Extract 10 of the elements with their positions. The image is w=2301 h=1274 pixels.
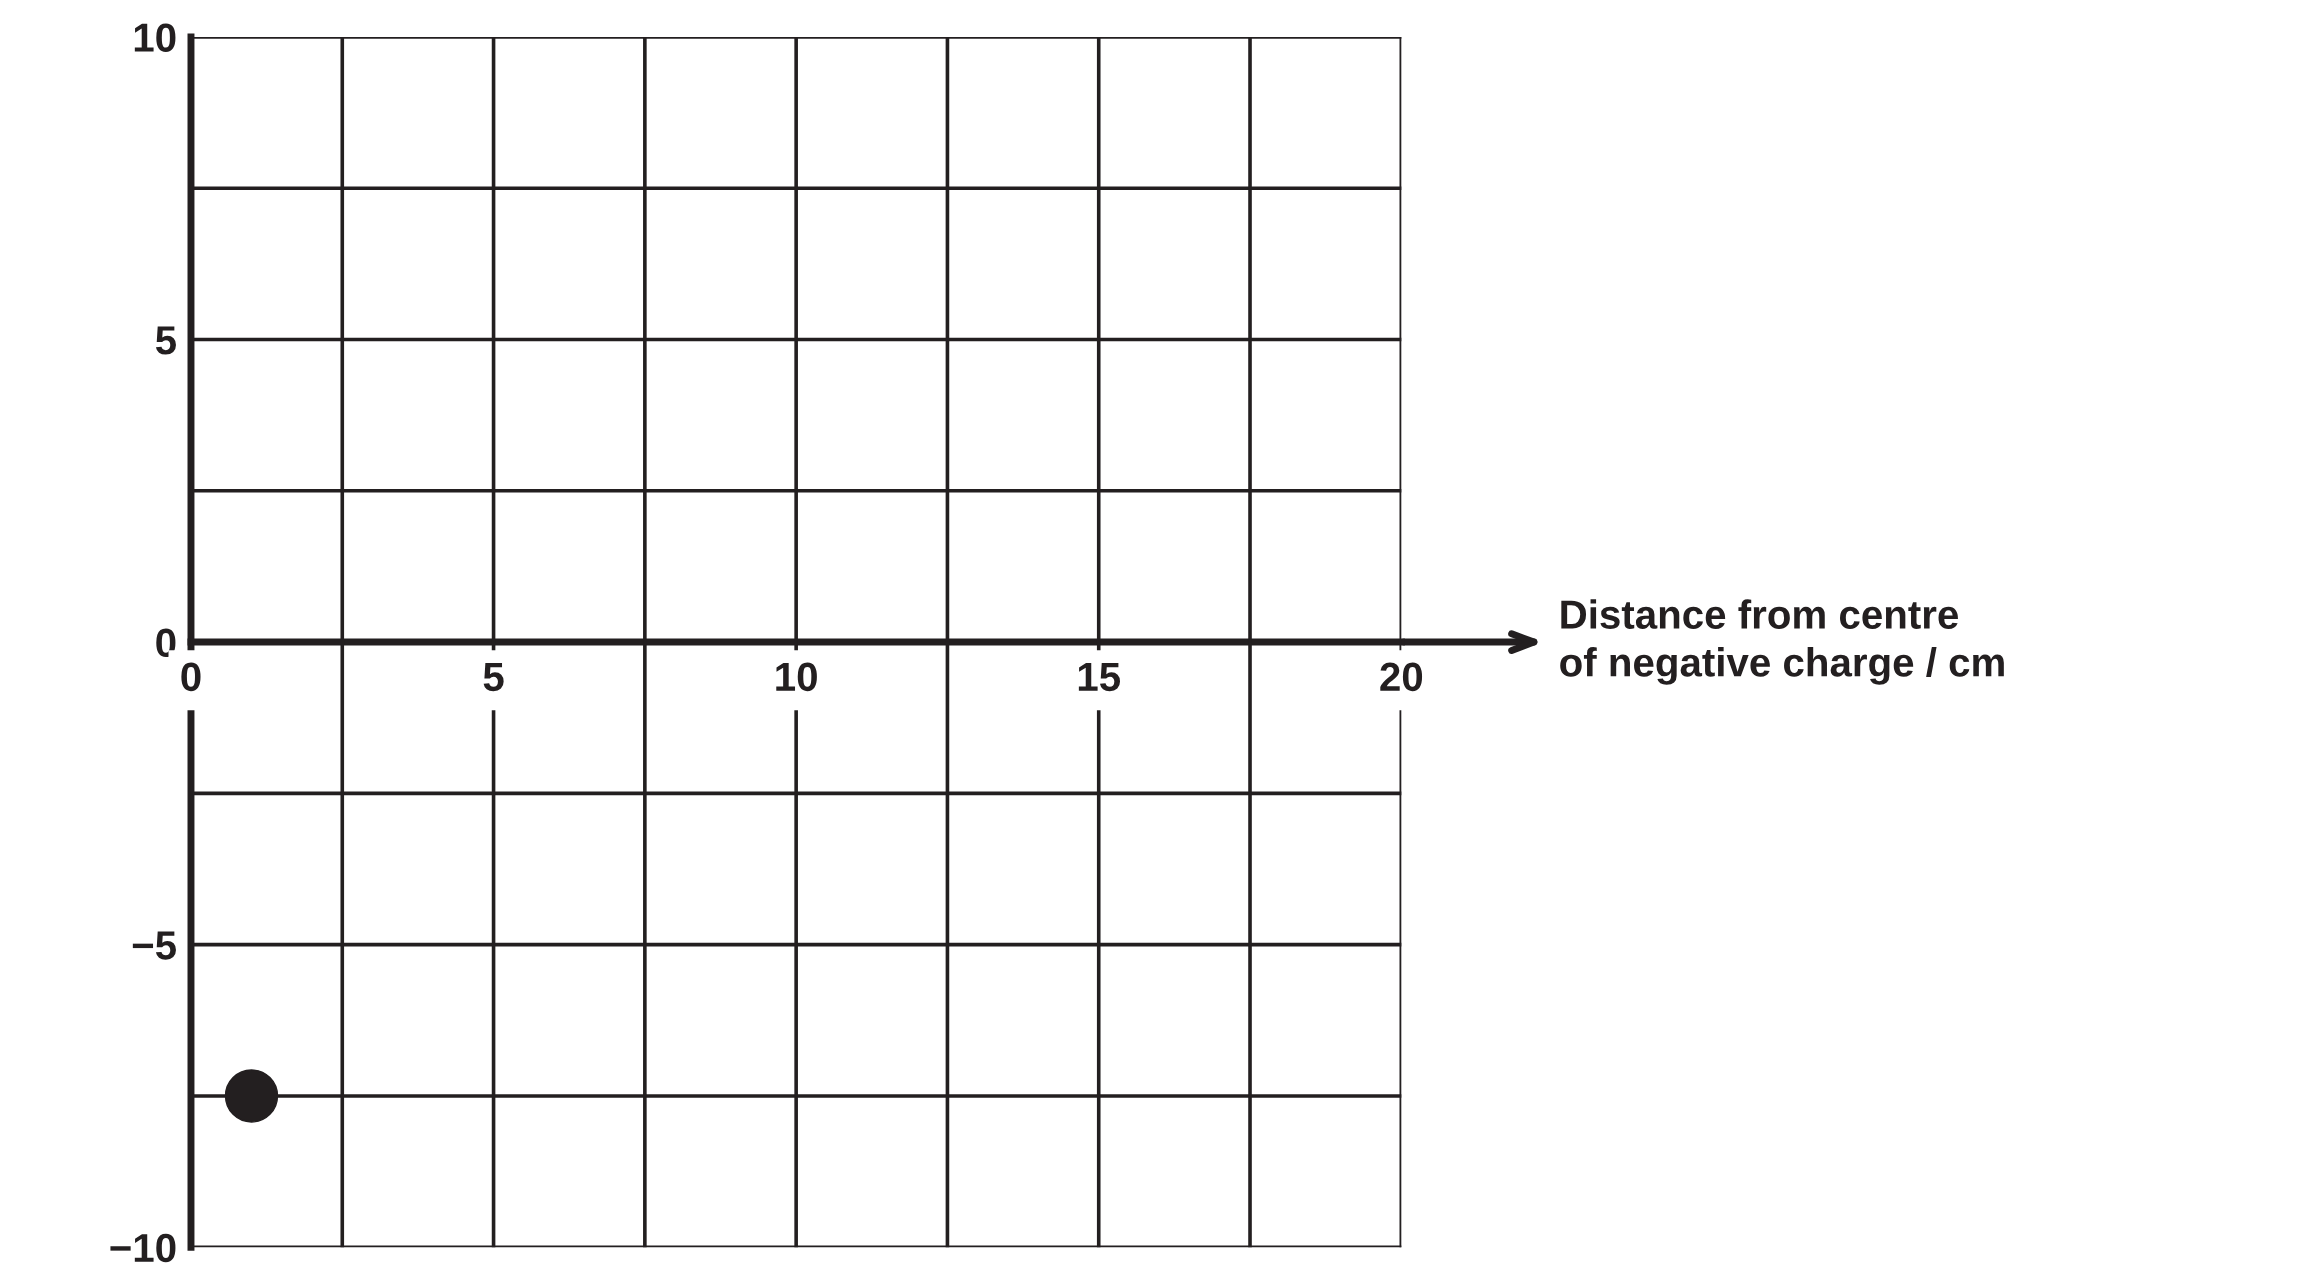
y-tick-label: 5 — [155, 326, 176, 355]
x-tick-label: 5 — [483, 663, 504, 692]
x-tick-label: 15 — [1078, 663, 1121, 692]
y-tick-label: −5 — [132, 931, 176, 960]
x-tick-label: 0 — [181, 662, 201, 692]
y-tick-label: 10 — [134, 23, 176, 52]
x-axis-title: Distance from centre of negative charge / cm — [1560, 599, 2004, 685]
x-tick-label: 20 — [1380, 662, 1423, 692]
x-tick-label: 10 — [776, 662, 817, 692]
y-tick-label: −10 — [110, 1233, 176, 1263]
